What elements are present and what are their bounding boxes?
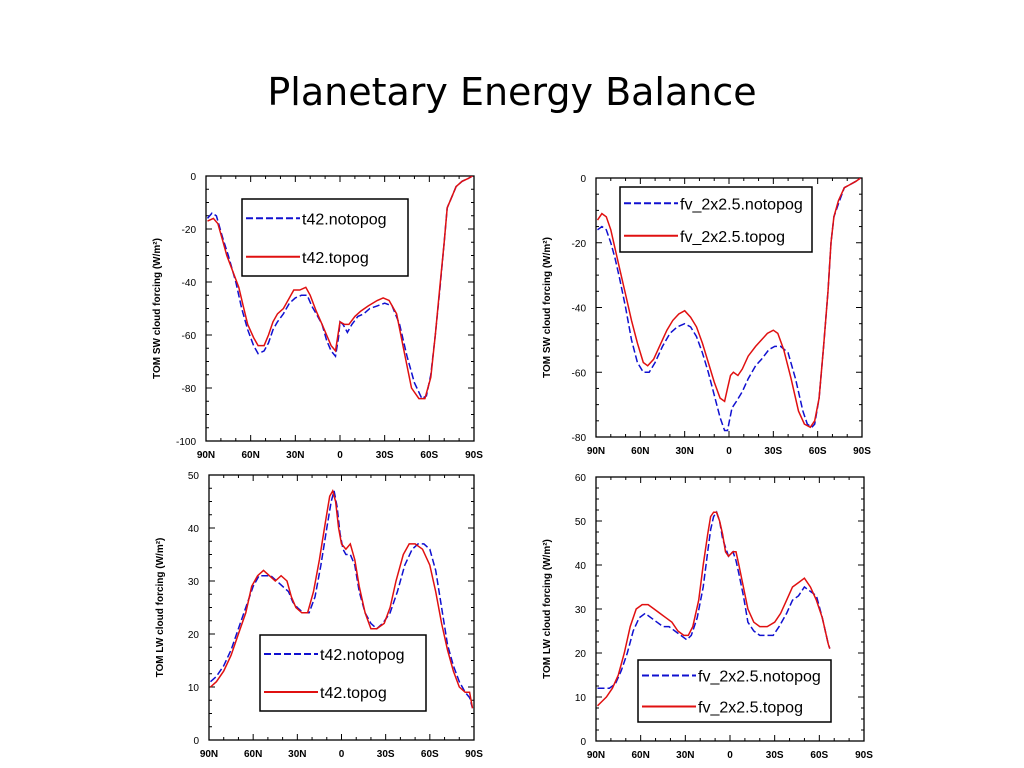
y-tick-label: 50 [188, 471, 200, 482]
y-tick-label: 10 [575, 693, 587, 704]
x-tick-label: 30N [286, 450, 304, 461]
y-tick-label: 30 [188, 577, 200, 588]
legend-label: t42.notopog [320, 647, 405, 664]
y-tick-label: -40 [182, 278, 197, 289]
x-tick-label: 30S [377, 749, 395, 760]
y-tick-label: -80 [572, 433, 587, 444]
chart-panel-4: 0 10 20 30 40 50 60 90N 60N 30N 0 30S 60S 90S TOM LW c… [542, 473, 873, 761]
x-tick-label: 60N [631, 750, 649, 761]
y-tick-label: -60 [572, 368, 587, 379]
legend-box [259, 634, 427, 712]
y-tick-label: 20 [575, 649, 587, 660]
x-tick-label: 60N [241, 450, 259, 461]
y-tick-label: 30 [575, 605, 587, 616]
y-tick-label: 0 [580, 737, 586, 748]
y-tick-label: 60 [575, 473, 587, 484]
x-tick-label: 60N [631, 446, 649, 457]
series-line-2 [209, 488, 474, 709]
legend-box [241, 198, 409, 277]
x-tick-label: 0 [727, 750, 733, 761]
y-tick-label: 0 [580, 174, 586, 185]
y-tick-label: -20 [572, 239, 587, 250]
x-tick-label: 60S [810, 750, 828, 761]
y-tick-label: 40 [575, 561, 587, 572]
x-tick-label: 90N [587, 750, 605, 761]
x-tick-label: 60S [420, 450, 438, 461]
legend-label: fv_2x2.5.notopog [680, 196, 803, 213]
x-tick-label: 60S [421, 749, 439, 760]
x-tick-label: 0 [726, 446, 732, 457]
y-axis-title: TOM LW cloud forcing (W/m²) [155, 538, 166, 678]
legend-label: fv_2x2.5.topog [698, 700, 803, 717]
series-line-2 [207, 176, 473, 400]
series-line-2 [596, 511, 831, 707]
x-tick-label: 90N [200, 749, 218, 760]
x-tick-label: 30N [288, 749, 306, 760]
y-tick-label: -60 [182, 331, 197, 342]
y-tick-label: 0 [190, 172, 196, 183]
y-tick-label: -100 [176, 437, 196, 448]
series-line-2 [596, 178, 861, 429]
x-tick-label: 30S [766, 750, 784, 761]
y-axis-title: TOM LW cloud forcing (W/m²) [542, 539, 553, 679]
y-tick-label: 20 [188, 630, 200, 641]
x-tick-label: 30S [376, 450, 394, 461]
x-tick-label: 60N [244, 749, 262, 760]
x-tick-label: 30S [764, 446, 782, 457]
y-tick-label: -80 [182, 384, 197, 395]
y-axis-title: TOM SW cloud forcing (W/m²) [542, 237, 553, 378]
legend-label: t42.topog [302, 250, 369, 267]
x-tick-label: 30N [676, 750, 694, 761]
y-tick-label: -40 [572, 304, 587, 315]
x-tick-label: 90S [465, 749, 483, 760]
legend-box [637, 659, 832, 723]
x-tick-label: 0 [339, 749, 345, 760]
x-tick-label: 90N [587, 446, 605, 457]
x-tick-label: 90S [853, 446, 871, 457]
legend-label: t42.topog [320, 685, 387, 702]
y-tick-label: 0 [193, 736, 199, 747]
y-tick-label: 40 [188, 524, 200, 535]
legend-label: fv_2x2.5.topog [680, 229, 785, 246]
legend-box [619, 186, 813, 253]
chart-panel-3: 0 10 20 30 40 50 90N 60N 30N 0 30S 60S 90S TOM LW clo… [155, 471, 483, 760]
x-tick-label: 90S [465, 450, 483, 461]
x-tick-label: 90S [855, 750, 873, 761]
x-tick-label: 60S [809, 446, 827, 457]
x-tick-label: 0 [337, 450, 343, 461]
y-tick-label: 50 [575, 517, 587, 528]
x-tick-label: 30N [675, 446, 693, 457]
y-tick-label: 10 [188, 683, 200, 694]
slide-title: Planetary Energy Balance [267, 70, 757, 114]
x-tick-label: 90N [197, 450, 215, 461]
legend-label: fv_2x2.5.notopog [698, 669, 821, 686]
y-tick-label: -20 [182, 225, 197, 236]
y-axis-title: TOM SW cloud forcing (W/m²) [152, 238, 163, 379]
legend-label: t42.notopog [302, 211, 387, 228]
